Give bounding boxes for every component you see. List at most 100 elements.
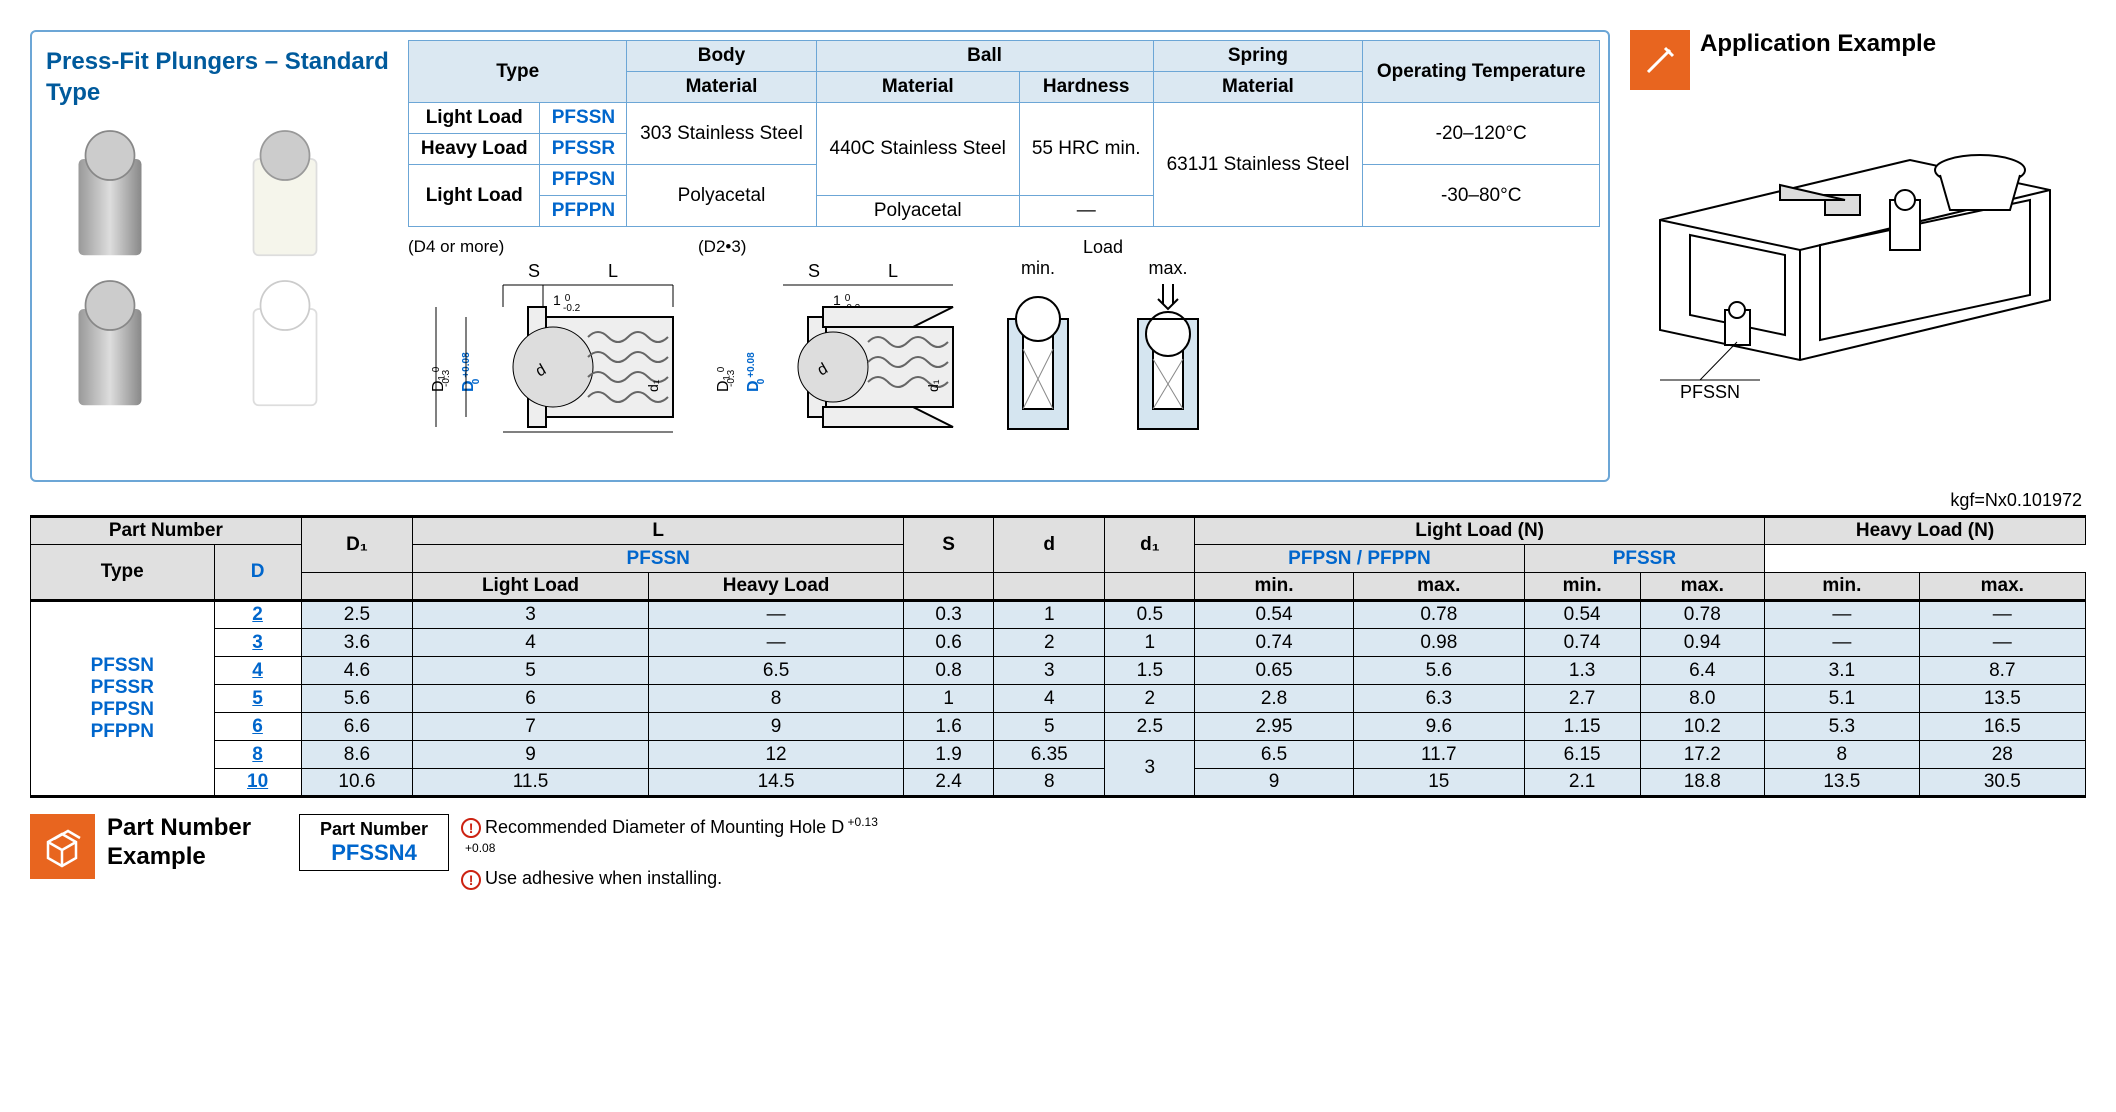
example-icon [30, 814, 95, 879]
svg-text:D +0.08 0: D +0.08 0 [460, 352, 482, 392]
ball-mat-1: 440C Stainless Steel [816, 103, 1019, 196]
hdr-partnum: Part Number [31, 517, 302, 545]
d-value[interactable]: 5 [214, 685, 301, 713]
s-value: 1 [904, 685, 994, 713]
pfp-max: 17.2 [1640, 741, 1765, 769]
pfssr-max: 30.5 [1919, 769, 2085, 797]
svg-text:D₁ 0-0.3: D₁ 0-0.3 [430, 366, 452, 392]
optemp-1: -20–120°C [1363, 103, 1600, 165]
pfssn-min: 0.54 [1195, 601, 1354, 629]
hdr-pfssn: PFSSN [413, 545, 904, 573]
pfp-min: 2.7 [1524, 685, 1640, 713]
ds-value: 5 [993, 713, 1105, 741]
pfp-min: 0.54 [1524, 601, 1640, 629]
hardness-1: 55 HRC min. [1019, 103, 1153, 196]
body-mat-2: Polyacetal [627, 165, 816, 227]
pfp-min: 2.1 [1524, 769, 1640, 797]
pfssn-min: 2.8 [1195, 685, 1354, 713]
hdr-ball: Ball [816, 41, 1153, 72]
body-mat-1: 303 Stainless Steel [627, 103, 816, 165]
d1s-value: 1.5 [1105, 657, 1195, 685]
d1-value: 8.6 [301, 741, 413, 769]
d-value[interactable]: 10 [214, 769, 301, 797]
notes: ! Recommended Diameter of Mounting Hole D… [461, 814, 878, 892]
hdr-body: Body [627, 41, 816, 72]
l-light: 7 [413, 713, 649, 741]
pfssr-min: 5.3 [1765, 713, 1920, 741]
pfssn-max: 0.78 [1353, 601, 1524, 629]
svg-text:L: L [608, 261, 618, 281]
l-light: 11.5 [413, 769, 649, 797]
d-value[interactable]: 3 [214, 629, 301, 657]
note-1-tol: +0.13 [844, 815, 878, 829]
pfssr-max: — [1919, 629, 2085, 657]
note-1: Recommended Diameter of Mounting Hole D [485, 817, 844, 837]
pfssr-min: 8 [1765, 741, 1920, 769]
ds-value: 2 [993, 629, 1105, 657]
ds-value: 8 [993, 769, 1105, 797]
unit-note: kgf=Nx0.101972 [30, 490, 2082, 511]
hdr-ds: d [993, 517, 1105, 573]
diag-label-min: min. [988, 258, 1088, 279]
d1s-value: 1 [1105, 629, 1195, 657]
d1s-value: 2 [1105, 685, 1195, 713]
pfp-max: 10.2 [1640, 713, 1765, 741]
d-value[interactable]: 2 [214, 601, 301, 629]
spring-mat: 631J1 Stainless Steel [1153, 103, 1363, 227]
row-code[interactable]: PFSSR [540, 134, 627, 165]
hdr-max: max. [1919, 573, 2085, 601]
product-image-metal-1 [50, 124, 170, 264]
pfssr-max: — [1919, 601, 2085, 629]
row-code[interactable]: PFSSN [540, 103, 627, 134]
hdr-body-mat: Material [627, 72, 816, 103]
s-value: 0.8 [904, 657, 994, 685]
row-code[interactable]: PFPPN [540, 196, 627, 227]
hdr-s: S [904, 517, 994, 573]
pfssn-max: 11.7 [1353, 741, 1524, 769]
pfssn-max: 0.98 [1353, 629, 1524, 657]
product-image-plastic-2 [225, 274, 345, 414]
example-box: Part Number PFSSN4 [299, 814, 449, 871]
diag-label-load: Load [988, 237, 1218, 258]
d1-value: 3.6 [301, 629, 413, 657]
note-marker-icon: ! [461, 870, 481, 890]
hdr-l-light: Light Load [413, 573, 649, 601]
row-load: Heavy Load [409, 134, 540, 165]
diagram-d23: S L 1 0-0.2 d [698, 257, 968, 457]
diag-label-d4: (D4 or more) [408, 237, 678, 257]
l-heavy: 8 [648, 685, 903, 713]
d1-value: 10.6 [301, 769, 413, 797]
d-value[interactable]: 6 [214, 713, 301, 741]
pfssn-min: 6.5 [1195, 741, 1354, 769]
pfp-max: 18.8 [1640, 769, 1765, 797]
pfssr-max: 16.5 [1919, 713, 2085, 741]
s-value: 2.4 [904, 769, 994, 797]
optemp-2: -30–80°C [1363, 165, 1600, 227]
ball-mat-2: Polyacetal [816, 196, 1019, 227]
product-image-metal-2 [50, 274, 170, 414]
hdr-spring-mat: Material [1153, 72, 1363, 103]
l-heavy: 14.5 [648, 769, 903, 797]
svg-text:S: S [528, 261, 540, 281]
d1-value: 2.5 [301, 601, 413, 629]
hdr-optemp: Operating Temperature [1363, 41, 1600, 103]
pfssn-max: 6.3 [1353, 685, 1524, 713]
d-value[interactable]: 4 [214, 657, 301, 685]
diagram-d4: S L 1 0-0.2 d [408, 257, 678, 457]
svg-text:S: S [808, 261, 820, 281]
l-heavy: — [648, 601, 903, 629]
example-title: Part Number Example [107, 814, 287, 872]
pfssn-min: 0.74 [1195, 629, 1354, 657]
pfp-min: 1.15 [1524, 713, 1640, 741]
d-value[interactable]: 8 [214, 741, 301, 769]
hdr-min: min. [1195, 573, 1354, 601]
hdr-d1s: d₁ [1105, 517, 1195, 573]
diag-label-d23: (D2•3) [698, 237, 968, 257]
material-table: Type Body Ball Spring Operating Temperat… [408, 40, 1600, 227]
pfssn-min: 9 [1195, 769, 1354, 797]
row-code[interactable]: PFPSN [540, 165, 627, 196]
d1s-value: 2.5 [1105, 713, 1195, 741]
diagram-load-min [988, 279, 1088, 439]
hdr-d1: D₁ [301, 517, 413, 573]
hdr-type: Type [409, 41, 627, 103]
